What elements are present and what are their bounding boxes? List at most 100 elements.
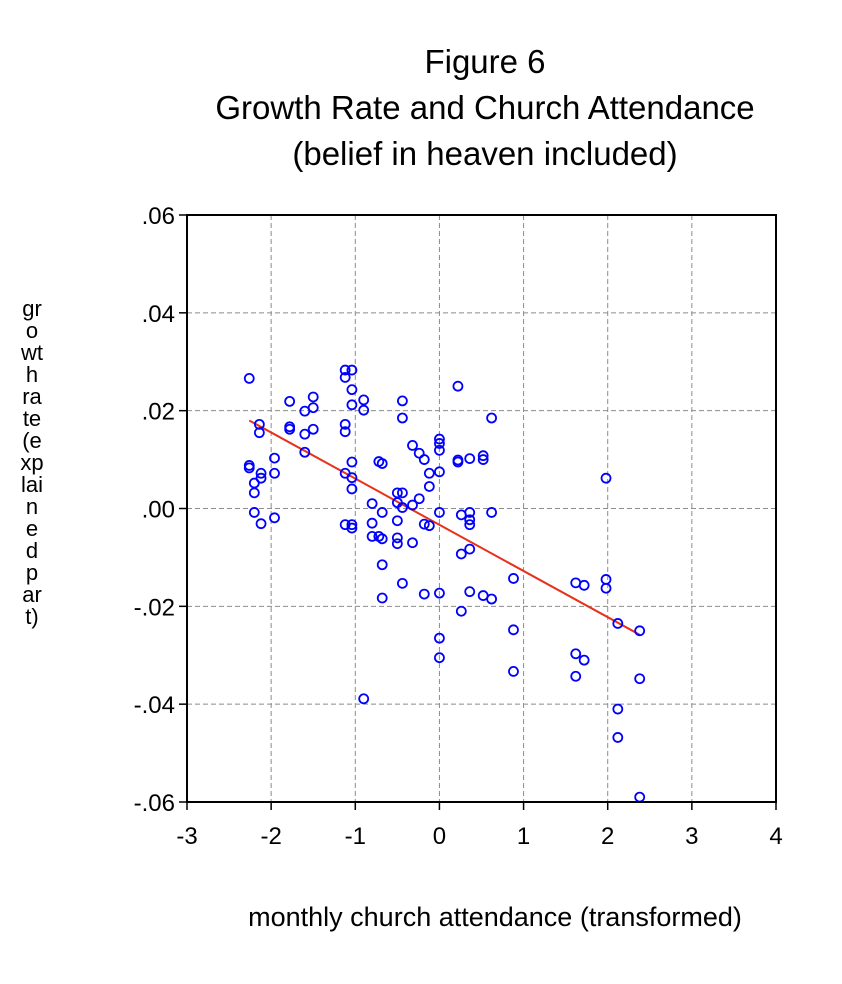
data-point — [397, 502, 408, 513]
data-point — [346, 519, 358, 531]
y-tick: -.02 — [134, 594, 187, 621]
data-point — [376, 592, 388, 604]
data-point — [391, 538, 403, 550]
plot-frame — [186, 214, 777, 803]
data-point — [307, 391, 319, 403]
data-point — [464, 514, 476, 526]
data-point — [434, 507, 445, 518]
data-point — [346, 384, 358, 396]
y-tick-label: -.02 — [134, 594, 175, 621]
data-point — [397, 487, 408, 499]
data-point — [397, 395, 408, 407]
data-point — [243, 462, 255, 474]
data-point — [434, 632, 445, 644]
grid-layer — [187, 215, 776, 802]
data-point — [366, 498, 378, 510]
data-point — [248, 487, 260, 499]
y-tick-label: -.06 — [134, 790, 175, 817]
data-point — [455, 548, 467, 560]
data-point — [634, 791, 646, 803]
data-point — [464, 519, 476, 531]
x-tick-label: 2 — [601, 823, 614, 850]
y-tick-label: .00 — [142, 497, 175, 524]
data-point — [413, 493, 425, 505]
data-point — [339, 426, 351, 438]
data-point — [418, 588, 430, 600]
data-point — [269, 452, 280, 464]
data-point — [477, 450, 489, 462]
x-tick-label: 0 — [433, 823, 446, 850]
y-tick: -.06 — [134, 790, 187, 817]
data-point — [434, 438, 445, 449]
data-point — [407, 439, 418, 451]
data-point — [391, 532, 403, 544]
x-tick-label: 1 — [517, 823, 530, 850]
data-point — [464, 543, 476, 555]
data-point — [358, 394, 370, 406]
x-tick: -2 — [260, 802, 282, 850]
data-point — [464, 453, 476, 465]
data-point — [600, 574, 612, 585]
y-tick-label: .02 — [142, 399, 175, 426]
y-tick-label: -.04 — [134, 692, 175, 719]
data-point — [376, 533, 388, 545]
data-point — [339, 372, 351, 383]
x-tick: -1 — [345, 802, 366, 850]
data-point — [255, 518, 267, 530]
data-point — [486, 507, 497, 518]
data-point — [612, 618, 624, 629]
data-point — [376, 559, 388, 571]
data-point — [612, 703, 624, 715]
chart-title-line-3: (belief in heaven included) — [292, 135, 678, 172]
data-point — [284, 395, 296, 407]
x-tick: -3 — [176, 802, 198, 850]
y-tick: .00 — [142, 497, 187, 524]
data-point — [434, 433, 445, 445]
data-point — [391, 515, 403, 527]
x-axis-label: monthly church attendance (transformed) — [248, 902, 742, 932]
data-point — [376, 507, 388, 518]
data-point — [255, 472, 267, 484]
y-tick: -.04 — [134, 692, 187, 719]
data-point — [346, 483, 358, 495]
data-point — [477, 454, 489, 465]
regression-line-layer — [248, 419, 641, 636]
tick-layer: -3 -2 -1 0 1 2 3 4 .06 .04 .02 .00 -.02 -.04 -.06 — [134, 203, 783, 850]
data-point — [397, 412, 408, 424]
y-tick: .04 — [142, 301, 187, 328]
x-tick: 1 — [517, 802, 530, 850]
data-point — [299, 428, 311, 440]
x-tick-label: 3 — [685, 823, 698, 850]
x-tick: 3 — [685, 802, 699, 850]
data-point — [269, 512, 280, 524]
data-point — [418, 518, 430, 530]
data-point — [397, 577, 408, 589]
data-point — [346, 364, 358, 376]
x-tick: 2 — [601, 802, 614, 850]
data-point — [570, 648, 582, 660]
x-tick-label: -3 — [176, 823, 197, 850]
data-point — [486, 412, 497, 424]
data-point — [284, 423, 296, 435]
data-point — [346, 472, 358, 484]
data-point — [486, 593, 497, 605]
data-point — [358, 693, 370, 705]
y-tick: .06 — [142, 203, 187, 230]
data-point — [570, 670, 582, 682]
data-point — [600, 582, 612, 594]
data-point — [339, 364, 351, 376]
data-point — [434, 444, 445, 456]
data-point — [452, 380, 464, 392]
data-point — [366, 517, 378, 529]
data-point — [243, 372, 255, 384]
y-tick-label: .06 — [142, 203, 175, 230]
data-point — [299, 446, 311, 458]
data-point — [508, 665, 519, 677]
data-point — [508, 624, 519, 636]
data-point — [346, 456, 358, 468]
data-point — [346, 399, 358, 411]
data-point — [634, 673, 646, 685]
x-tick-label: 4 — [769, 823, 782, 850]
regression-line — [248, 419, 641, 636]
data-point — [346, 522, 358, 534]
